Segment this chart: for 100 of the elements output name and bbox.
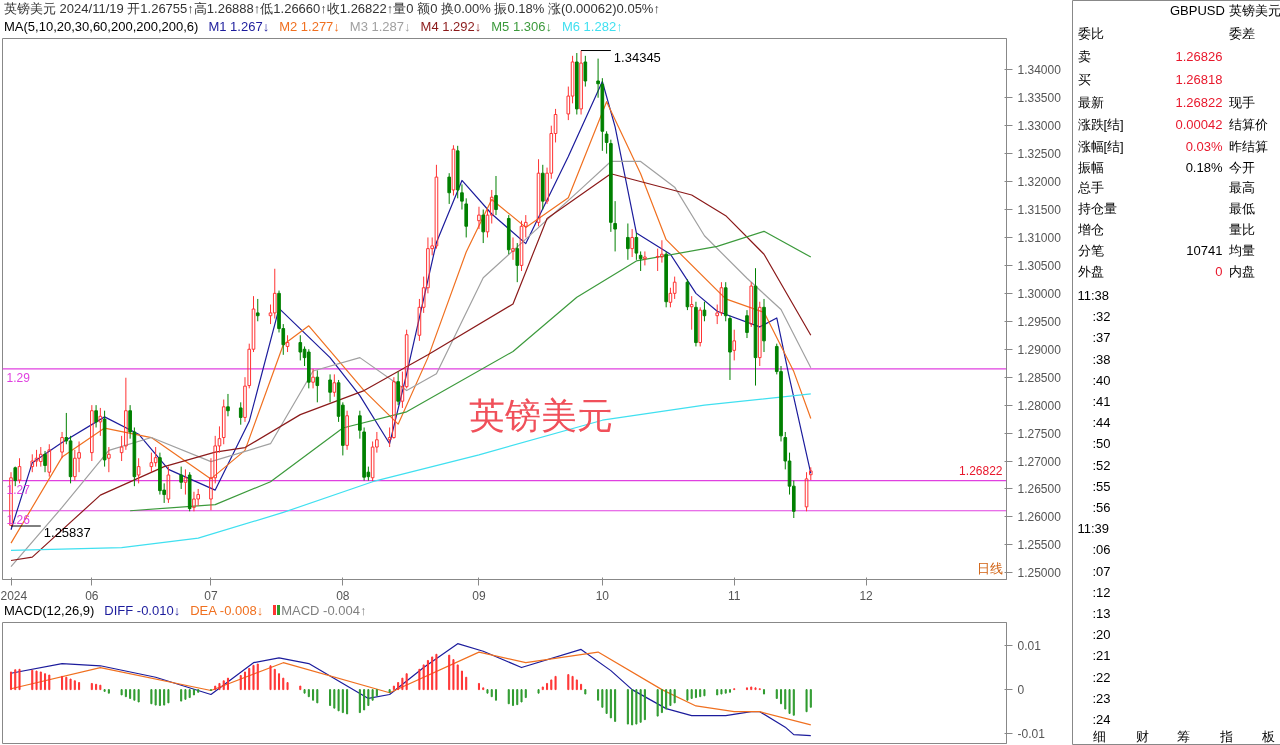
text: 0 bbox=[1215, 264, 1223, 279]
y-tick-label: 1.25500 bbox=[1017, 538, 1062, 553]
y-tick-label: 1.31500 bbox=[1017, 203, 1062, 218]
y-tick-label: 1.27500 bbox=[1017, 426, 1062, 441]
text: 1.26818 bbox=[1175, 72, 1223, 87]
text: M5 1.306↓ bbox=[491, 19, 552, 34]
annotation: 1.34345 bbox=[613, 49, 661, 65]
text: :20 bbox=[1092, 627, 1111, 643]
y-tick-label: 1.33500 bbox=[1017, 91, 1062, 106]
text: :37 bbox=[1092, 330, 1111, 346]
text: 卖 bbox=[1077, 49, 1091, 64]
text: 总手 bbox=[1076, 180, 1104, 195]
text: :41 bbox=[1092, 394, 1111, 409]
y-tick-label: 0 bbox=[1017, 683, 1025, 698]
text: M2 1.277↓ bbox=[279, 19, 340, 34]
text: 指 bbox=[1218, 729, 1233, 744]
y-tick-label: 1.28500 bbox=[1017, 370, 1062, 385]
y-tick-label: 1.34000 bbox=[1017, 63, 1062, 78]
text: 筹 bbox=[1176, 729, 1190, 744]
text: :06 bbox=[1092, 542, 1111, 558]
y-tick-label: 1.31000 bbox=[1017, 230, 1062, 245]
text: 委差 bbox=[1228, 26, 1255, 41]
x-tick-label: 10 bbox=[595, 588, 610, 603]
x-tick-label: 06 bbox=[85, 588, 99, 603]
text: 昨结算 bbox=[1228, 139, 1268, 154]
legend-label: MACD -0.004↑ bbox=[280, 603, 367, 618]
y-tick-label: 1.30000 bbox=[1017, 286, 1062, 301]
x-tick-label: 09 bbox=[472, 588, 486, 603]
text: M3 1.287↓ bbox=[349, 19, 411, 34]
text: 11:39 bbox=[1077, 521, 1110, 537]
text: :40 bbox=[1092, 372, 1111, 388]
y-tick-label: 1.26500 bbox=[1017, 482, 1062, 497]
text: :07 bbox=[1092, 563, 1111, 579]
text: 最新 bbox=[1077, 95, 1104, 110]
text: 0.00042 bbox=[1175, 117, 1223, 132]
y-tick-label: 1.33000 bbox=[1017, 119, 1062, 134]
text: 持仓量 bbox=[1077, 201, 1117, 216]
legend-title: MA(5,10,20,30,60,200,200,200,6) bbox=[4, 19, 199, 34]
y-tick-label: 1.30500 bbox=[1017, 258, 1062, 273]
text: :13 bbox=[1092, 606, 1111, 621]
y-tick-label: 1.29000 bbox=[1017, 342, 1062, 357]
text: 0.18% bbox=[1185, 160, 1223, 175]
text: 今开 bbox=[1228, 160, 1255, 175]
chart-title: 英镑美元 2024/11/19 开1.26755↑高1.26888↑低1.26660↑收1.26822↑量0 额0 换0.00% 振0.18% 涨(0.00062)0.05%↑ bbox=[4, 1, 660, 16]
y-tick-label: 1.26000 bbox=[1017, 510, 1062, 525]
y-tick-label: 1.32000 bbox=[1017, 175, 1062, 190]
text: 细 bbox=[1092, 729, 1106, 744]
text: 现手 bbox=[1228, 95, 1255, 110]
y-tick-label: 1.27000 bbox=[1017, 454, 1062, 469]
text: 分笔 bbox=[1077, 243, 1104, 258]
text: 量比 bbox=[1228, 222, 1255, 237]
text: 均量 bbox=[1227, 243, 1255, 258]
text: 委比 bbox=[1077, 26, 1104, 41]
text: 1.26822 bbox=[1175, 95, 1223, 110]
y-tick-label: 1.28000 bbox=[1017, 398, 1062, 413]
text: :55 bbox=[1092, 478, 1111, 494]
text: 内盘 bbox=[1228, 264, 1255, 279]
text: 0.03% bbox=[1185, 139, 1223, 154]
text: 1.26826 bbox=[1175, 49, 1223, 64]
annotation: 1.26822 bbox=[959, 464, 1003, 479]
text: 财 bbox=[1135, 729, 1149, 744]
text: :44 bbox=[1092, 415, 1111, 431]
text: 10741 bbox=[1186, 243, 1223, 258]
text: 外盘 bbox=[1077, 264, 1104, 279]
text: 板 bbox=[1260, 729, 1275, 744]
text: M1 1.267↓ bbox=[208, 19, 270, 34]
y-tick-label: -0.01 bbox=[1017, 727, 1046, 742]
text: :52 bbox=[1092, 457, 1111, 473]
x-tick-label: 12 bbox=[859, 588, 874, 603]
text: :24 bbox=[1092, 712, 1111, 727]
text: :22 bbox=[1092, 669, 1111, 685]
text: 买 bbox=[1077, 72, 1091, 87]
x-tick-label: 08 bbox=[336, 588, 350, 603]
text: :23 bbox=[1092, 690, 1111, 706]
y-tick-label: 1.29500 bbox=[1017, 314, 1062, 329]
text: :38 bbox=[1092, 351, 1111, 367]
y-tick-label: 0.01 bbox=[1017, 638, 1042, 653]
chart-title: MACD(12,26,9) bbox=[4, 603, 95, 618]
text: :21 bbox=[1092, 648, 1111, 664]
text: 最高 bbox=[1228, 180, 1255, 195]
x-tick-label: 2024 bbox=[0, 588, 28, 603]
y-tick-label: 1.25000 bbox=[1017, 566, 1062, 581]
text: 涨跌[结] bbox=[1077, 117, 1124, 132]
text: :32 bbox=[1092, 309, 1111, 325]
text: M6 1.282↑ bbox=[561, 19, 623, 34]
annotation: 日线 bbox=[976, 560, 1003, 576]
y-tick-label: 1.32500 bbox=[1017, 147, 1062, 162]
text: 涨幅[结] bbox=[1077, 139, 1124, 154]
x-tick-label: 11 bbox=[728, 588, 741, 603]
text: GBPUSD 英镑美元 bbox=[1169, 3, 1280, 18]
text: 增仓 bbox=[1076, 222, 1104, 237]
text: DIFF -0.010↓ bbox=[104, 603, 181, 618]
x-tick-label: 07 bbox=[204, 588, 218, 603]
text: 结算价 bbox=[1228, 117, 1268, 132]
text: :50 bbox=[1092, 436, 1111, 452]
text: M4 1.292↓ bbox=[420, 19, 482, 34]
text: DEA -0.008↓ bbox=[190, 603, 264, 618]
text: :12 bbox=[1092, 584, 1111, 600]
text: 振幅 bbox=[1077, 160, 1104, 175]
text: :56 bbox=[1092, 500, 1111, 515]
